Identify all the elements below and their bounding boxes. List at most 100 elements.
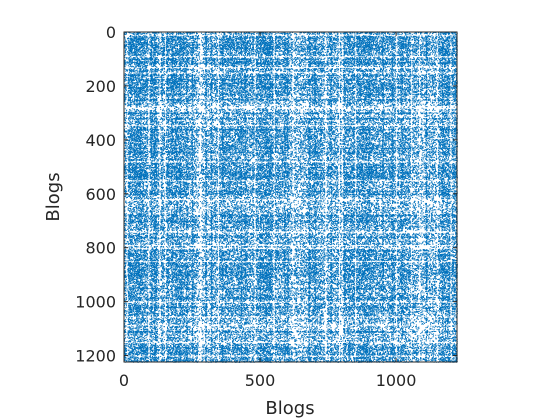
nonzero-point [404, 299, 405, 300]
nonzero-point [394, 156, 395, 157]
nonzero-point [397, 116, 398, 117]
nonzero-point [331, 210, 332, 211]
nonzero-point [422, 67, 423, 68]
nonzero-point [176, 292, 177, 293]
nonzero-point [290, 347, 291, 348]
nonzero-point [383, 36, 384, 37]
nonzero-point [398, 344, 399, 345]
nonzero-point [283, 157, 284, 158]
nonzero-point [209, 302, 210, 303]
nonzero-point [431, 185, 432, 186]
nonzero-point [353, 232, 354, 233]
nonzero-point [199, 178, 200, 179]
nonzero-point [294, 204, 295, 205]
nonzero-point [379, 182, 380, 183]
nonzero-point [271, 106, 272, 107]
nonzero-point [394, 309, 395, 310]
nonzero-point [284, 198, 285, 199]
nonzero-point [154, 258, 155, 259]
nonzero-point [392, 126, 393, 127]
nonzero-point [409, 196, 410, 197]
nonzero-point [393, 244, 394, 245]
nonzero-point [385, 294, 386, 295]
nonzero-point [351, 114, 352, 115]
nonzero-point [247, 148, 248, 149]
nonzero-point [323, 263, 324, 264]
nonzero-point [313, 120, 314, 121]
nonzero-point [357, 71, 358, 72]
nonzero-point [194, 264, 195, 265]
nonzero-point [128, 288, 129, 289]
nonzero-point [355, 44, 356, 45]
nonzero-point [332, 212, 333, 213]
nonzero-point [163, 263, 164, 264]
nonzero-point [219, 297, 220, 298]
nonzero-point [338, 299, 339, 300]
nonzero-point [334, 303, 335, 304]
nonzero-point [326, 258, 327, 259]
nonzero-point [271, 187, 272, 188]
nonzero-point [145, 103, 146, 104]
nonzero-point [412, 225, 413, 226]
plot-area [124, 32, 458, 363]
nonzero-point [353, 61, 354, 62]
nonzero-point [318, 337, 319, 338]
nonzero-point [280, 178, 281, 179]
nonzero-point [388, 291, 389, 292]
nonzero-point [300, 339, 301, 340]
nonzero-point [439, 303, 440, 304]
nonzero-point [380, 104, 381, 105]
nonzero-point [249, 300, 250, 301]
nonzero-point [306, 239, 307, 240]
nonzero-point [374, 55, 375, 56]
nonzero-point [441, 197, 442, 198]
nonzero-point [325, 65, 326, 66]
nonzero-point [437, 75, 438, 76]
nonzero-point [431, 224, 432, 225]
nonzero-point [170, 305, 171, 306]
nonzero-point [262, 323, 263, 324]
nonzero-point [159, 328, 160, 329]
nonzero-point [219, 248, 220, 249]
nonzero-point [207, 257, 208, 258]
nonzero-point [424, 256, 425, 257]
nonzero-point [280, 284, 281, 285]
nonzero-point [324, 140, 325, 141]
nonzero-point [148, 280, 149, 281]
nonzero-point [202, 243, 203, 244]
nonzero-point [157, 231, 158, 232]
nonzero-point [213, 219, 214, 220]
nonzero-point [319, 317, 320, 318]
nonzero-point [250, 189, 251, 190]
nonzero-point [434, 206, 435, 207]
nonzero-point [443, 326, 444, 327]
nonzero-point [418, 169, 419, 170]
nonzero-point [350, 329, 351, 330]
nonzero-point [304, 237, 305, 238]
nonzero-point [233, 230, 234, 231]
nonzero-point [342, 126, 343, 127]
nonzero-point [275, 285, 276, 286]
nonzero-point [196, 53, 197, 54]
nonzero-point [400, 77, 401, 78]
nonzero-point [298, 201, 299, 202]
nonzero-point [357, 230, 358, 231]
nonzero-point [241, 154, 242, 155]
nonzero-point [352, 310, 353, 311]
nonzero-point [290, 315, 291, 316]
nonzero-point [401, 107, 402, 108]
nonzero-point [168, 342, 169, 343]
nonzero-point [421, 348, 422, 349]
nonzero-point [405, 258, 406, 259]
nonzero-point [196, 286, 197, 287]
nonzero-point [386, 83, 387, 84]
nonzero-point [379, 187, 380, 188]
nonzero-point [291, 190, 292, 191]
nonzero-point [137, 261, 138, 262]
nonzero-point [199, 306, 200, 307]
nonzero-point [358, 102, 359, 103]
nonzero-point [337, 109, 338, 110]
nonzero-point [397, 240, 398, 241]
nonzero-point [278, 336, 279, 337]
